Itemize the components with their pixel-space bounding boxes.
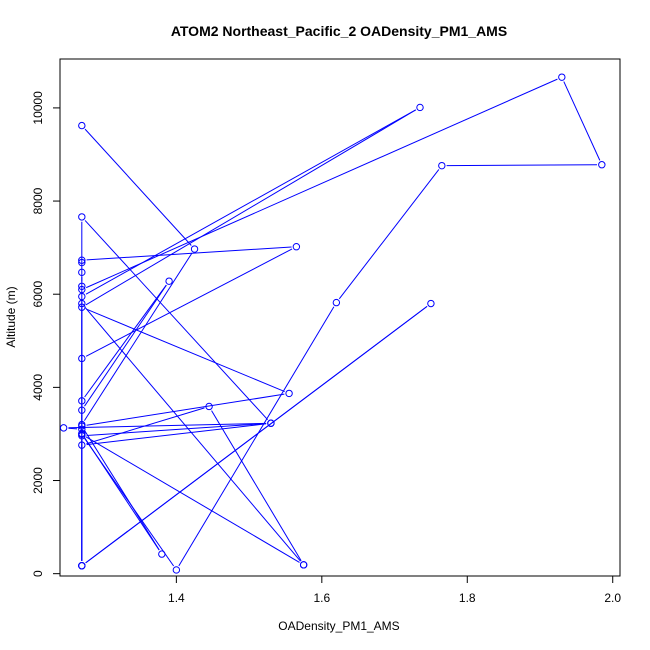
series-segment	[86, 407, 205, 445]
y-tick-label: 0	[31, 570, 45, 577]
data-point	[332, 298, 341, 307]
data-point	[267, 419, 275, 427]
series-segment	[178, 306, 335, 567]
data-point	[427, 299, 435, 308]
series-segment	[84, 128, 192, 246]
chart-title: ATOM2 Northeast_Pacific_2 OADensity_PM1_…	[171, 23, 507, 39]
data-point	[78, 406, 86, 414]
data-point	[165, 277, 173, 285]
series-segment	[563, 81, 601, 161]
series-segment	[83, 429, 160, 551]
data-point	[78, 292, 86, 301]
series-segment	[68, 422, 267, 429]
series-segment	[86, 308, 285, 393]
data-point	[598, 161, 606, 169]
data-point	[558, 73, 566, 81]
x-tick-label: 1.6	[313, 591, 330, 605]
series-segment	[83, 252, 193, 421]
x-axis: 1.4 1.6 1.8 2.0	[168, 575, 621, 605]
series-segment	[85, 109, 417, 306]
y-tick-label: 10000	[31, 91, 45, 125]
data-point	[190, 245, 199, 253]
series-segment	[86, 393, 285, 426]
y-tick-label: 8000	[31, 187, 45, 214]
series-segment	[338, 169, 440, 300]
data-point	[438, 161, 446, 170]
series-segment	[446, 164, 598, 167]
series-segment	[86, 423, 267, 446]
series-segment	[84, 306, 301, 562]
y-tick-label: 2000	[31, 467, 45, 494]
series-segment	[68, 427, 78, 430]
data-point	[78, 121, 86, 130]
data-point	[78, 256, 86, 264]
data-point	[78, 299, 86, 308]
data-point	[59, 424, 68, 432]
data-point	[78, 425, 86, 433]
y-axis: 0 2000 4000 6000 8000 10000	[31, 91, 61, 577]
data-point	[78, 285, 86, 294]
data-point	[299, 561, 308, 569]
data-point	[78, 430, 86, 439]
series-segment	[85, 248, 293, 357]
data-point	[78, 268, 86, 277]
series-lines	[68, 78, 601, 567]
data-point	[78, 441, 86, 449]
series-segment	[85, 436, 300, 563]
data-point	[78, 397, 86, 405]
x-axis-label: OADensity_PM1_AMS	[278, 619, 399, 633]
x-tick-label: 1.8	[459, 591, 476, 605]
y-tick-label: 6000	[31, 281, 45, 308]
data-point	[292, 243, 301, 251]
data-point	[78, 354, 86, 363]
series-segment	[86, 423, 267, 436]
data-point	[158, 550, 166, 558]
x-tick-label: 2.0	[604, 591, 621, 605]
data-point	[78, 258, 86, 267]
x-tick-label: 1.4	[168, 591, 185, 605]
data-point	[205, 402, 213, 411]
data-point	[172, 566, 181, 574]
y-axis-label: Altitude (m)	[4, 286, 18, 347]
series-segment	[84, 284, 167, 407]
series-segment	[211, 410, 302, 561]
series-segment	[84, 220, 269, 421]
series-segment	[85, 109, 417, 295]
data-point	[416, 103, 424, 112]
data-point	[78, 213, 86, 221]
series-segment	[84, 284, 167, 398]
data-point	[285, 389, 293, 398]
data-point	[78, 422, 86, 430]
series-segment	[85, 306, 428, 564]
data-point	[78, 562, 86, 570]
y-tick-label: 4000	[31, 374, 45, 401]
series-segment	[84, 438, 175, 567]
data-point	[78, 303, 86, 311]
series-segment	[86, 246, 292, 261]
data-point	[78, 282, 86, 290]
series-segment	[86, 78, 558, 289]
series-points	[59, 73, 606, 574]
